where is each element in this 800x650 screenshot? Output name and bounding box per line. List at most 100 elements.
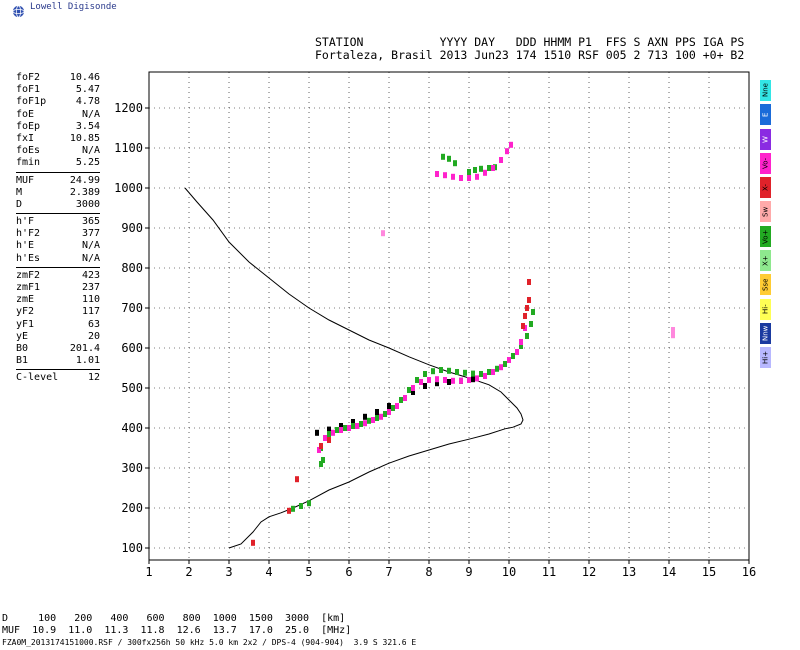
x-tick-label: 12 bbox=[582, 565, 596, 579]
lowell-digisonde-logo: Lowell Digisonde bbox=[6, 2, 166, 18]
param-name: foF2 bbox=[16, 72, 41, 83]
param-row: zmE 110 bbox=[16, 294, 100, 306]
echo-point bbox=[459, 175, 463, 181]
echo-point bbox=[391, 405, 395, 411]
echo-point bbox=[491, 369, 495, 375]
echo-point bbox=[291, 505, 295, 512]
echo-point bbox=[471, 370, 475, 377]
echo-point bbox=[463, 369, 467, 376]
echo-point bbox=[507, 357, 511, 363]
echo-point bbox=[503, 361, 507, 367]
echo-point bbox=[487, 165, 491, 171]
echo-point bbox=[519, 343, 523, 349]
param-row: h'F 365 bbox=[16, 216, 100, 228]
echo-point bbox=[527, 279, 531, 285]
echo-point bbox=[351, 419, 355, 425]
echo-point bbox=[527, 297, 531, 303]
echo-point bbox=[319, 461, 323, 467]
param-row: yF2 117 bbox=[16, 306, 100, 318]
param-name: fmin bbox=[16, 157, 41, 169]
x-tick-label: 10 bbox=[502, 565, 516, 579]
param-row: MUF 24.99 bbox=[16, 175, 100, 187]
y-tick-label: 1000 bbox=[114, 181, 143, 195]
echo-point bbox=[479, 371, 483, 377]
legend-item: X- bbox=[760, 177, 771, 199]
x-tick-label: 4 bbox=[265, 565, 272, 579]
param-row: foF1p 4.78 bbox=[16, 96, 100, 108]
y-tick-label: 200 bbox=[121, 501, 143, 515]
profile-curve bbox=[184, 187, 524, 549]
legend-item: Vo+ bbox=[760, 225, 771, 247]
x-tick-label: 8 bbox=[425, 565, 432, 579]
param-row: foEs N/A bbox=[16, 145, 100, 157]
echo-point bbox=[351, 423, 355, 429]
header-line2: Fortaleza, Brasil 2013 Jun23 174 1510 RS… bbox=[315, 48, 745, 62]
echo-point bbox=[453, 160, 457, 167]
echo-point bbox=[399, 397, 403, 403]
echo-point bbox=[451, 377, 455, 384]
param-name: B1 bbox=[16, 355, 29, 367]
echo-point bbox=[363, 413, 367, 420]
echo-point bbox=[519, 339, 523, 345]
legend-item: Sw bbox=[760, 201, 771, 223]
param-value: 12 bbox=[87, 372, 100, 384]
echo-point bbox=[295, 476, 299, 483]
y-tick-label: 700 bbox=[121, 301, 143, 315]
param-name: zmE bbox=[16, 294, 35, 306]
param-value: 4.78 bbox=[75, 96, 100, 108]
echo-point bbox=[531, 309, 535, 315]
echo-point bbox=[525, 333, 529, 339]
param-separator bbox=[16, 266, 100, 268]
x-tick-label: 11 bbox=[542, 565, 556, 579]
param-value: 10.85 bbox=[69, 132, 100, 144]
y-tick-label: 1200 bbox=[114, 101, 143, 115]
param-name: MUF bbox=[16, 174, 35, 186]
param-row: yF1 63 bbox=[16, 319, 100, 331]
echo-point bbox=[471, 376, 475, 383]
param-row: foE N/A bbox=[16, 109, 100, 121]
distance-row: D 100 200 400 600 800 1000 1500 3000 [km… bbox=[2, 613, 346, 624]
echo-point bbox=[479, 165, 483, 172]
echo-point bbox=[395, 403, 399, 409]
param-value: 10.46 bbox=[69, 72, 100, 83]
echo-point bbox=[441, 153, 445, 160]
param-row: foF1 5.47 bbox=[16, 84, 100, 96]
param-value: N/A bbox=[81, 145, 100, 157]
param-row: zmF1 237 bbox=[16, 282, 100, 294]
legend-item: Hi+ bbox=[760, 347, 771, 369]
echo-point bbox=[287, 507, 291, 514]
echo-point bbox=[443, 377, 447, 383]
echo-point bbox=[411, 385, 415, 391]
echo-point bbox=[359, 421, 363, 427]
echo-point bbox=[459, 377, 463, 384]
echo-point bbox=[387, 409, 391, 415]
param-separator bbox=[16, 213, 100, 215]
x-tick-label: 9 bbox=[465, 565, 472, 579]
legend-item: Nne bbox=[760, 80, 771, 101]
param-row: D 3000 bbox=[16, 199, 100, 211]
param-row: h'F2 377 bbox=[16, 228, 100, 240]
param-value: 3000 bbox=[75, 198, 100, 210]
echo-point bbox=[475, 375, 479, 382]
param-row: B1 1.01 bbox=[16, 355, 100, 367]
param-value: 365 bbox=[81, 216, 100, 228]
echo-point bbox=[319, 443, 323, 449]
echo-point bbox=[467, 377, 471, 383]
muf-row: MUF 10.9 11.0 11.3 11.8 12.6 13.7 17.0 2… bbox=[2, 625, 352, 636]
echo-point bbox=[403, 395, 407, 401]
echo-point bbox=[443, 172, 447, 179]
legend-item: Nnw bbox=[760, 322, 771, 344]
echo-point bbox=[525, 305, 529, 311]
echo-point bbox=[411, 389, 415, 395]
echo-point bbox=[431, 368, 435, 375]
echo-point bbox=[521, 323, 525, 329]
echo-point bbox=[523, 313, 527, 319]
echo-point bbox=[671, 327, 675, 333]
echo-point bbox=[363, 420, 367, 427]
param-value: 1.01 bbox=[75, 355, 100, 367]
param-value: 63 bbox=[87, 318, 100, 330]
x-tick-label: 13 bbox=[622, 565, 636, 579]
param-row: fxI 10.85 bbox=[16, 133, 100, 145]
echo-point bbox=[327, 426, 331, 433]
